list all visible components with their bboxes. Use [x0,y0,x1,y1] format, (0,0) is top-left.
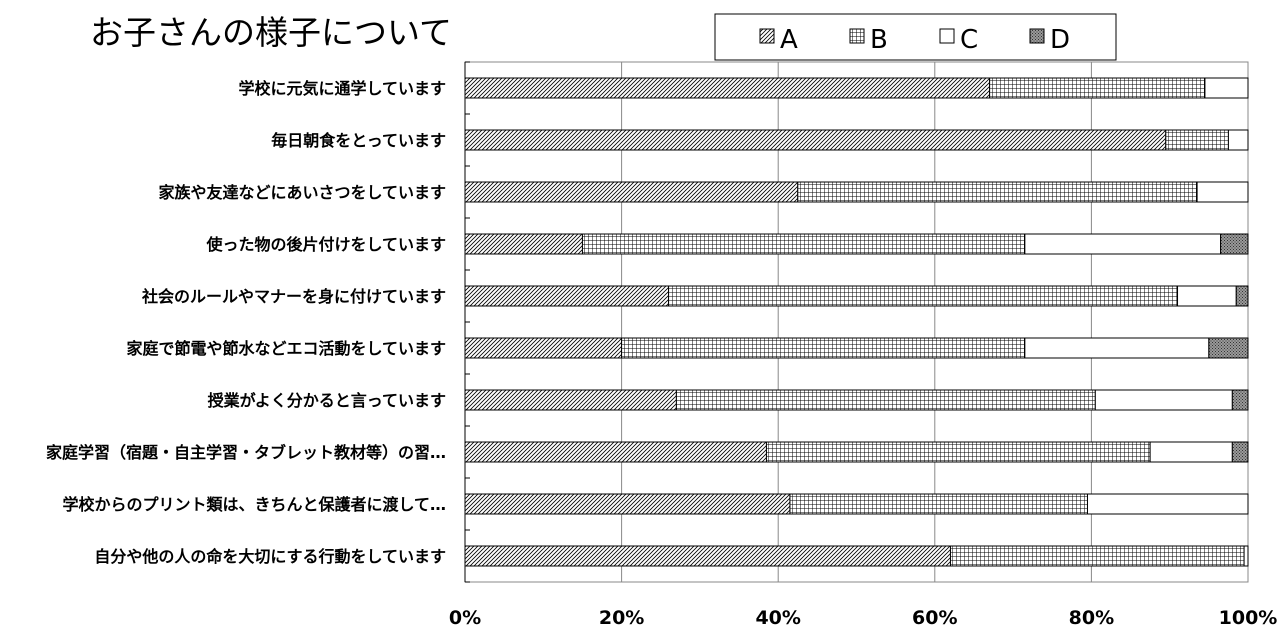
category-label: 自分や他の人の命を大切にする行動をしています [94,547,446,566]
bar-c [1024,337,1210,359]
bar-b [765,441,1151,463]
bar-c [1196,181,1249,203]
x-tick-label: 60% [912,607,957,629]
bar-d [1220,233,1249,255]
category-label: 使った物の後片付けをしています [205,235,446,254]
bar-a [464,285,670,307]
legend-box [714,13,1117,61]
bar-b [675,389,1096,411]
x-tick-label: 80% [1069,607,1114,629]
legend-swatch-d [1029,28,1045,44]
bar-c [1204,77,1249,99]
bar-a [464,441,767,463]
bar-a [464,233,583,255]
bar-b [621,337,1026,359]
bar-a [464,389,677,411]
bar-d [1231,441,1249,463]
x-tick-label: 20% [599,607,644,629]
bar-b [789,493,1088,515]
bar-a [464,77,991,99]
bar-c [1149,441,1233,463]
bar-b [581,233,1026,255]
bar-b [668,285,1179,307]
legend-label: C [960,25,978,55]
bar-a [464,337,623,359]
bar-b [797,181,1198,203]
x-tick-label: 100% [1219,607,1278,629]
category-label: 学校からのプリント類は、きちんと保護者に渡して… [62,495,446,514]
category-label: 社会のルールやマナーを身に付けています [141,287,446,306]
bar-c [1024,233,1222,255]
bar-c [1227,129,1249,151]
bar-c [1086,493,1249,515]
category-label: 学校に元気に通学しています [238,79,446,98]
category-label: 授業がよく分かると言っています [208,391,446,410]
category-label: 家族や友達などにあいさつをしています [158,183,446,202]
bar-a [464,181,799,203]
bar-c [1094,389,1233,411]
bar-a [464,129,1167,151]
bar-b [989,77,1206,99]
bar-c [1177,285,1237,307]
chart-title: お子さんの様子について [90,13,453,52]
bar-a [464,545,951,567]
legend-label: B [870,25,888,55]
x-tick-label: 0% [449,607,481,629]
legend-swatch-a [759,28,775,44]
legend-swatch-b [849,28,865,44]
bar-d [1208,337,1249,359]
x-tick-label: 40% [755,607,800,629]
category-label: 毎日朝食をとっています [271,131,446,150]
bar-a [464,493,791,515]
bar-d [1235,285,1249,307]
bar-b [1165,129,1229,151]
legend-label: A [780,25,798,55]
category-label: 家庭で節電や節水などエコ活動をしています [126,339,446,358]
legend-label: D [1050,25,1070,55]
category-label: 家庭学習（宿題・自主学習・タブレット教材等）の習… [46,443,446,462]
bar-c [1243,545,1249,567]
bar-b [949,545,1245,567]
legend-swatch-c [939,28,955,44]
bar-d [1231,389,1249,411]
